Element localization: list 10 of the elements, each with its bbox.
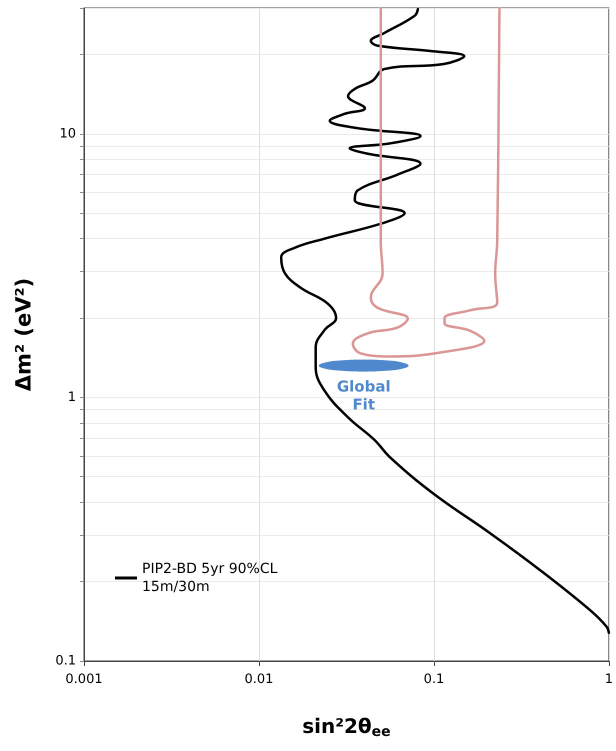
y-tick-label: 1: [68, 390, 76, 405]
y-tick-label: 0.1: [55, 654, 76, 668]
x-tick-label: 0.1: [424, 672, 444, 687]
x-tick-label: 1: [604, 672, 614, 687]
legend-label: PIP2-BD 5yr 90%CL 15m/30m: [142, 561, 282, 595]
y-axis-title: Δm² (eV²): [12, 278, 36, 392]
x-tick-label: 0.001: [65, 672, 103, 687]
series-label: Global Fit: [336, 378, 391, 414]
x-tick-label: 0.01: [244, 672, 274, 687]
y-tick-label: 10: [59, 126, 76, 142]
